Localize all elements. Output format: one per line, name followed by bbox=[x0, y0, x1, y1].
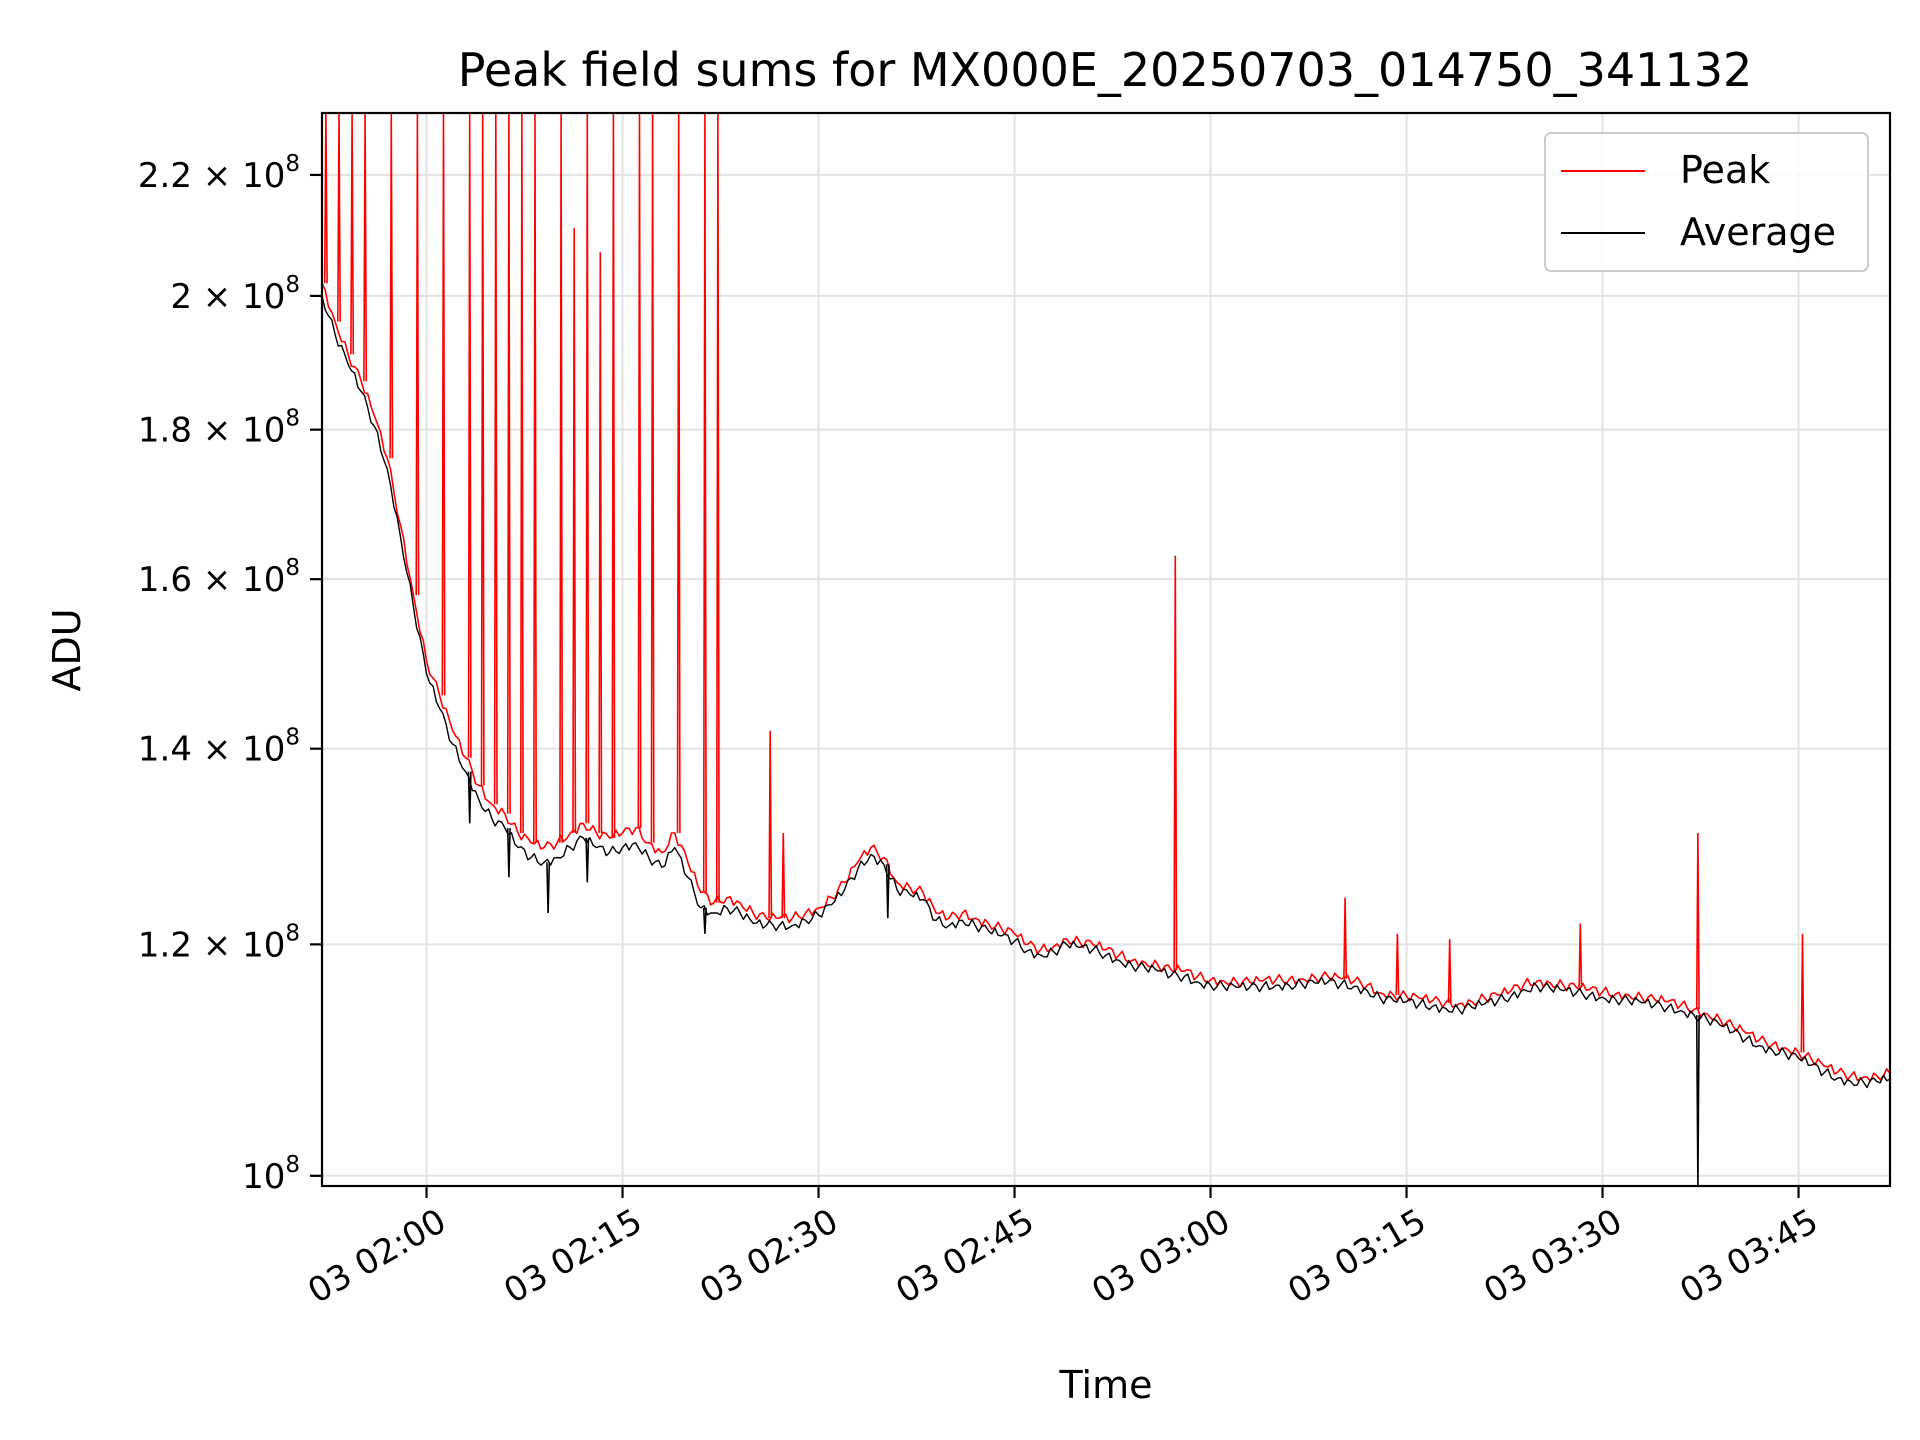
x-tick-label: 03 02:45 bbox=[889, 1201, 1041, 1312]
series-spike-peak bbox=[415, 112, 420, 596]
x-axis-label: Time bbox=[1059, 1363, 1153, 1407]
series-spike-average bbox=[1695, 1015, 1700, 1187]
y-tick-label: 2.2 × 108 bbox=[138, 151, 300, 196]
y-axis-label: ADU bbox=[45, 608, 89, 691]
series-spike-peak bbox=[585, 112, 590, 824]
series-spike-average bbox=[885, 864, 890, 919]
series-spike-peak bbox=[467, 112, 472, 758]
series-spike-peak bbox=[493, 112, 498, 805]
x-tick-label: 03 03:45 bbox=[1673, 1201, 1825, 1312]
series-spike-peak bbox=[650, 112, 655, 843]
series-line-peak bbox=[321, 282, 1891, 1082]
series-spike-peak bbox=[702, 112, 707, 893]
series-spike-peak bbox=[350, 112, 355, 355]
grid bbox=[322, 113, 1890, 1186]
series-spike-average bbox=[585, 837, 590, 883]
plot-frame bbox=[320, 111, 1892, 1188]
x-tick-label: 03 02:15 bbox=[497, 1201, 649, 1312]
legend-box bbox=[1544, 132, 1869, 272]
series-spike-peak bbox=[337, 112, 341, 322]
x-tick-label: 03 03:00 bbox=[1085, 1201, 1237, 1312]
y-tick-label: 1.2 × 108 bbox=[138, 920, 300, 965]
series-spike-average bbox=[506, 828, 511, 878]
series-spike-peak bbox=[1800, 933, 1805, 1053]
x-tick-label: 03 03:30 bbox=[1477, 1201, 1629, 1312]
series-spike-peak bbox=[363, 112, 368, 382]
series-spike-peak bbox=[572, 227, 577, 834]
series-spike-peak bbox=[1395, 933, 1400, 996]
series-spike-peak bbox=[1447, 939, 1452, 1003]
series-spike-peak bbox=[611, 112, 616, 838]
series-spike-peak bbox=[441, 112, 446, 696]
series-spike-peak bbox=[1578, 923, 1583, 988]
series-spike-peak bbox=[637, 112, 642, 829]
series-spike-average bbox=[467, 771, 472, 824]
y-tick-label: 2 × 108 bbox=[170, 272, 300, 317]
series-spike-peak bbox=[559, 112, 564, 843]
legend-label-average: Average bbox=[1680, 210, 1836, 254]
series-line-average bbox=[321, 295, 1891, 1089]
y-tick-label: 1.6 × 108 bbox=[138, 555, 300, 600]
series-spike-peak bbox=[480, 112, 485, 786]
x-tick-label: 03 02:00 bbox=[301, 1201, 453, 1312]
y-tick-label: 1.8 × 108 bbox=[138, 406, 300, 451]
legend: Peak Average bbox=[1544, 132, 1869, 272]
series-spike-peak bbox=[533, 112, 537, 843]
series-spike-average bbox=[546, 862, 551, 914]
series-spike-peak bbox=[768, 730, 773, 919]
series-spike-peak bbox=[323, 112, 328, 284]
series-spike-peak bbox=[389, 112, 394, 459]
series-spike-peak bbox=[598, 252, 603, 834]
series-spike-peak bbox=[1343, 897, 1348, 979]
series-spike-peak bbox=[519, 112, 524, 834]
series-spike-peak bbox=[1695, 832, 1700, 1010]
series-layer bbox=[321, 112, 1891, 1187]
series-spike-peak bbox=[506, 112, 511, 814]
chart-title: Peak field sums for MX000E_20250703_0147… bbox=[458, 43, 1753, 97]
legend-label-peak: Peak bbox=[1680, 148, 1770, 192]
series-spike-peak bbox=[676, 112, 681, 834]
y-tick-label: 1.4 × 108 bbox=[138, 725, 300, 770]
series-spike-average bbox=[702, 907, 707, 934]
series-spike-peak bbox=[781, 832, 786, 919]
y-tick-label: 108 bbox=[242, 1152, 300, 1197]
series-spike-peak bbox=[715, 112, 720, 903]
series-spike-peak bbox=[1173, 555, 1178, 971]
x-tick-label: 03 02:30 bbox=[693, 1201, 845, 1312]
x-tick-label: 03 03:15 bbox=[1281, 1201, 1433, 1312]
